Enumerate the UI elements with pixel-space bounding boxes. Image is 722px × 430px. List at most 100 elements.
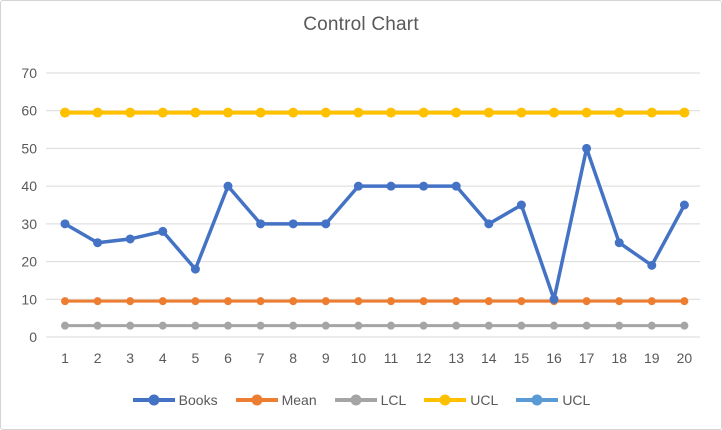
y-tick-label: 20 (21, 254, 37, 270)
y-tick-label: 30 (21, 216, 37, 232)
series-marker-lcl (191, 321, 200, 330)
y-tick-label: 70 (21, 65, 37, 81)
series-marker-books (451, 181, 461, 191)
x-tick-label: 19 (644, 350, 660, 366)
legend-item-ucl-2: UCL (515, 392, 590, 408)
y-tick-label: 0 (29, 329, 37, 345)
series-marker-ucl (679, 107, 690, 118)
x-tick-label: 1 (61, 350, 69, 366)
series-marker-mean (387, 297, 395, 306)
x-tick-label: 6 (224, 350, 232, 366)
x-tick-label: 17 (579, 350, 595, 366)
series-marker-lcl (452, 321, 461, 330)
series-marker-books (386, 181, 396, 191)
series-marker-books (158, 226, 168, 236)
y-tick-label: 60 (21, 103, 37, 119)
legend-label: Books (178, 392, 218, 408)
x-tick-label: 11 (384, 350, 399, 366)
x-tick-label: 7 (257, 350, 265, 366)
series-marker-ucl (60, 107, 70, 118)
series-marker-books (419, 181, 429, 191)
series-marker-mean (191, 297, 200, 306)
series-marker-lcl (61, 321, 69, 330)
series-marker-lcl (582, 321, 591, 330)
series-marker-ucl (418, 107, 429, 118)
legend-line-marker-icon (424, 394, 467, 406)
series-marker-books (516, 200, 526, 210)
series-marker-books (223, 181, 233, 191)
series-marker-mean (484, 297, 493, 306)
series-marker-mean (61, 297, 69, 306)
x-tick-label: 20 (677, 350, 693, 366)
series-marker-lcl (550, 321, 558, 330)
series-marker-ucl (451, 107, 462, 118)
series-marker-ucl (614, 107, 625, 118)
series-marker-ucl (92, 107, 103, 118)
series-marker-lcl (93, 321, 102, 330)
series-marker-books (614, 238, 624, 248)
x-tick-label: 5 (192, 350, 200, 366)
y-tick-label: 40 (21, 178, 37, 194)
series-marker-lcl (158, 321, 167, 330)
series-marker-books (288, 219, 298, 229)
x-tick-label: 18 (611, 350, 627, 366)
legend-label: UCL (470, 392, 499, 408)
series-marker-ucl (288, 107, 299, 118)
series-marker-books (125, 234, 135, 244)
series-marker-mean (452, 297, 461, 306)
series-marker-books (484, 219, 494, 229)
series-marker-mean (647, 297, 656, 306)
legend-item-books: Books (132, 392, 218, 408)
x-tick-label: 13 (448, 350, 464, 366)
series-marker-ucl (483, 107, 494, 118)
legend-line-marker-icon (132, 394, 175, 406)
series-marker-lcl (680, 321, 689, 330)
series-marker-mean (126, 297, 135, 306)
series-marker-lcl (647, 321, 656, 330)
series-marker-ucl (646, 107, 657, 118)
y-tick-label: 10 (21, 291, 37, 307)
series-marker-books (256, 219, 266, 229)
series-marker-mean (256, 297, 265, 306)
x-tick-label: 14 (481, 350, 497, 366)
x-tick-label: 9 (322, 350, 330, 366)
legend-label: LCL (380, 392, 407, 408)
series-marker-mean (93, 297, 102, 306)
series-marker-ucl (386, 107, 396, 118)
x-tick-label: 12 (416, 350, 432, 366)
legend: Books Mean LCL UCL UCL (1, 392, 721, 408)
series-marker-mean (615, 297, 624, 306)
series-marker-lcl (387, 321, 395, 330)
series-marker-books (647, 260, 657, 270)
x-tick-label: 16 (546, 350, 562, 366)
series-marker-ucl (255, 107, 266, 118)
series-marker-books (93, 238, 103, 248)
series-marker-books (190, 264, 200, 274)
chart-title: Control Chart (303, 14, 419, 35)
series-marker-lcl (224, 321, 232, 330)
series-marker-lcl (354, 321, 363, 330)
x-tick-label: 4 (159, 350, 167, 366)
legend-item-ucl: UCL (423, 392, 498, 408)
series-marker-lcl (615, 321, 624, 330)
legend-label: Mean (281, 392, 317, 408)
series-marker-ucl (549, 107, 559, 118)
series-marker-mean (680, 297, 689, 306)
legend-item-lcl: LCL (334, 392, 407, 408)
series-marker-mean (419, 297, 428, 306)
legend-line-marker-icon (235, 394, 278, 406)
series-marker-ucl (157, 107, 168, 118)
series-marker-lcl (256, 321, 265, 330)
x-tick-label: 8 (289, 350, 297, 366)
legend-line-marker-icon (334, 394, 377, 406)
series-marker-mean (224, 297, 232, 306)
series-marker-ucl (223, 107, 233, 118)
series-marker-books (60, 219, 70, 229)
legend-item-mean: Mean (235, 392, 317, 408)
series-marker-books (321, 219, 331, 229)
series-marker-mean (289, 297, 298, 306)
series-marker-lcl (484, 321, 493, 330)
series-marker-ucl (353, 107, 364, 118)
